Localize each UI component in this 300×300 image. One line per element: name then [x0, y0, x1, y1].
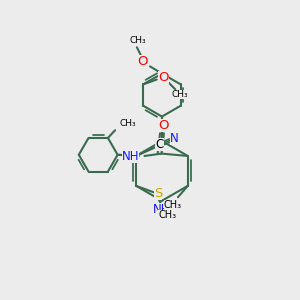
Text: CH₃: CH₃	[120, 118, 136, 127]
Text: N: N	[170, 132, 179, 145]
Text: O: O	[158, 119, 169, 132]
Text: CH₃: CH₃	[164, 200, 182, 210]
Text: C: C	[155, 138, 164, 152]
Text: CH₃: CH₃	[172, 90, 188, 99]
Text: O: O	[158, 70, 169, 84]
Text: CH₃: CH₃	[130, 36, 146, 45]
Text: S: S	[154, 187, 162, 200]
Text: O: O	[138, 55, 148, 68]
Text: NH: NH	[122, 150, 139, 163]
Text: NH: NH	[153, 202, 171, 216]
Text: CH₃: CH₃	[158, 210, 176, 220]
